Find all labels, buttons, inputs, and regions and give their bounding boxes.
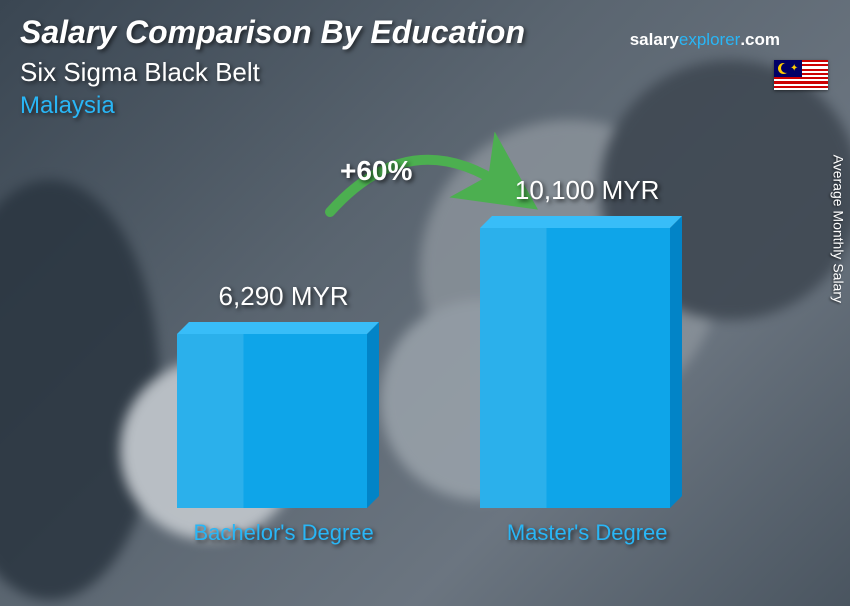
bar-value: 10,100 MYR (480, 175, 694, 206)
bar-3d (480, 216, 694, 508)
bar-group: 10,100 MYR Master's Degree (480, 175, 694, 546)
bar-3d (177, 322, 391, 508)
chart-area: 6,290 MYR Bachelor's Degree 10,100 MYR Mast… (80, 170, 770, 576)
bar-label: Master's Degree (480, 520, 694, 546)
flag-icon: ✦ (774, 60, 828, 90)
brand-suffix: explorer (679, 30, 740, 49)
chart-canvas: Salary Comparison By Education Six Sigma… (0, 0, 850, 606)
chart-subtitle: Six Sigma Black Belt (20, 57, 830, 88)
bar-group: 6,290 MYR Bachelor's Degree (177, 281, 391, 546)
bar-value: 6,290 MYR (177, 281, 391, 312)
chart-country: Malaysia (20, 92, 830, 120)
bar-shape (480, 216, 694, 508)
bar-label: Bachelor's Degree (177, 520, 391, 546)
bar-shape (177, 322, 391, 508)
y-axis-label: Average Monthly Salary (830, 155, 846, 303)
brand-logo: salaryexplorer.com (630, 30, 780, 50)
brand-prefix: salary (630, 30, 679, 49)
brand-tld: .com (740, 30, 780, 49)
